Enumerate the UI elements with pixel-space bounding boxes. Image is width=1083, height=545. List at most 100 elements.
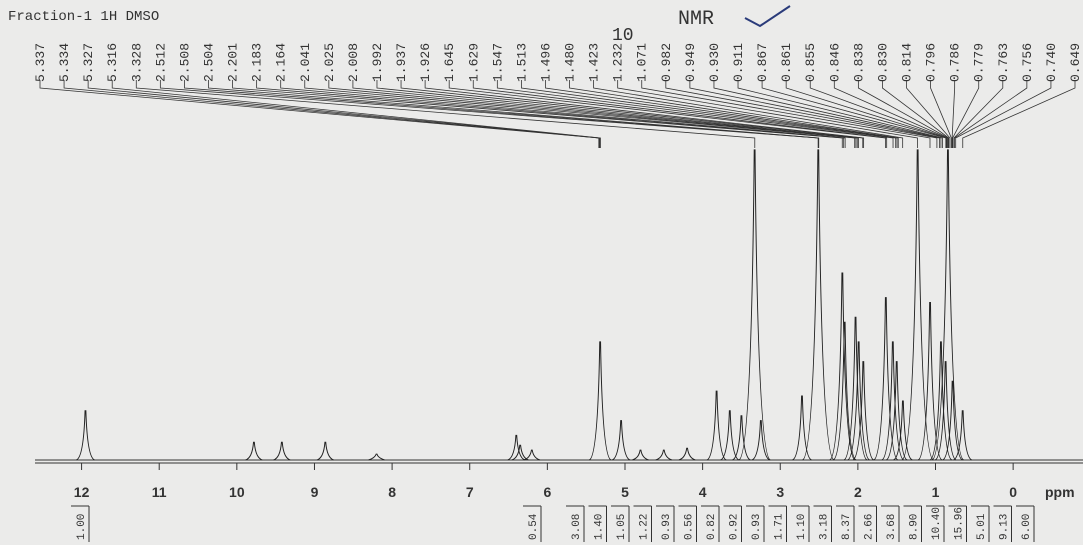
integral-label: 15.96 <box>954 507 966 540</box>
x-tick-label: 12 <box>74 484 90 500</box>
peak-label: 2.504 <box>201 43 216 82</box>
peak <box>75 410 95 461</box>
integral-label: 0.93 <box>661 514 673 540</box>
peak-leader <box>689 80 940 148</box>
peak-leader <box>593 80 904 148</box>
chart-title: Fraction-1 1H DMSO <box>8 9 159 25</box>
x-tick-label: 7 <box>466 484 474 500</box>
x-tick-label: 4 <box>699 484 707 500</box>
peak <box>873 297 899 461</box>
peak-label: 0.779 <box>972 43 987 82</box>
x-tick-label: 10 <box>229 484 245 500</box>
x-tick-label: 1 <box>932 484 940 500</box>
peak <box>901 149 934 461</box>
peak-leader <box>737 80 943 148</box>
peak <box>632 449 649 461</box>
integral-label: 0.54 <box>528 513 540 540</box>
integral-label: 2.66 <box>864 514 876 540</box>
peak <box>655 449 673 461</box>
integral-label: 8.90 <box>909 514 921 540</box>
peak-label: 3.328 <box>129 43 144 82</box>
peak <box>843 316 868 461</box>
peak-label: 0.838 <box>851 43 866 82</box>
integral-label: 0.82 <box>706 514 718 540</box>
x-tick-label: 6 <box>543 484 551 500</box>
peak-leader <box>352 80 858 148</box>
peak-label: 1.232 <box>611 43 626 82</box>
peak-label: 0.930 <box>707 43 722 82</box>
peak-leader <box>569 80 899 148</box>
peak-leader <box>953 80 1004 148</box>
peak-label: 1.645 <box>442 43 457 82</box>
peak-label: 2.201 <box>226 43 241 82</box>
peak-label: 0.830 <box>875 43 890 82</box>
peak-leader <box>952 80 980 148</box>
peak <box>732 415 751 461</box>
peak <box>751 420 771 461</box>
integral-label: 0.93 <box>751 514 763 540</box>
peak-leader <box>785 80 947 148</box>
peak-label: 1.480 <box>563 43 578 82</box>
peak-label: 0.649 <box>1068 43 1083 82</box>
integral-label: 8.37 <box>841 514 853 540</box>
peak-leader <box>713 80 942 148</box>
peak <box>852 361 875 461</box>
integral-label: 0.92 <box>729 514 741 540</box>
peak-label: 1.071 <box>635 43 650 82</box>
peak-leader <box>906 80 951 148</box>
peak-leader <box>280 80 846 148</box>
peak <box>832 321 857 461</box>
integral-label: 3.18 <box>819 514 831 540</box>
peak-leader <box>930 80 952 148</box>
x-tick-label: 8 <box>388 484 396 500</box>
peak-label: 2.041 <box>298 43 313 82</box>
peak <box>720 410 740 461</box>
peak-leader <box>424 80 865 148</box>
peak-leader <box>665 80 938 148</box>
peak-label: 0.786 <box>948 43 963 82</box>
peak <box>588 341 612 461</box>
peak <box>611 420 631 461</box>
peak-label: 1.937 <box>394 43 409 82</box>
peak <box>678 447 696 461</box>
peak-label: 0.949 <box>683 43 698 82</box>
peak-label: 0.763 <box>996 43 1011 82</box>
x-tick-label: 9 <box>311 484 319 500</box>
peak-label: 0.846 <box>827 43 842 82</box>
peak-label: 0.867 <box>755 43 770 82</box>
peak-leader <box>951 80 956 148</box>
peak <box>953 410 973 461</box>
integral-label: 3.08 <box>571 514 583 540</box>
peak-label: 1.513 <box>514 43 529 82</box>
peak-leader <box>472 80 888 148</box>
peak-label: 1.547 <box>490 43 505 82</box>
peak-leader <box>962 80 1076 148</box>
peak-label: 1.496 <box>538 43 553 82</box>
x-tick-label: 3 <box>776 484 784 500</box>
integral-label: 6.00 <box>1021 514 1033 540</box>
peak-leader <box>135 80 756 148</box>
peak <box>931 149 965 461</box>
x-axis-label: ppm <box>1045 484 1075 500</box>
peak-leader <box>882 80 950 148</box>
peak-label: 0.911 <box>731 43 746 82</box>
peak-label: 2.008 <box>346 43 361 82</box>
peak-label: 0.982 <box>659 43 674 82</box>
peak-label: 5.316 <box>105 43 120 82</box>
peak-label: 2.183 <box>250 43 265 82</box>
x-tick-label: 5 <box>621 484 629 500</box>
peak-label: 0.861 <box>779 43 794 82</box>
handwritten-note: NMR <box>678 8 714 31</box>
peak <box>507 434 526 461</box>
peak-leader <box>954 80 1028 148</box>
integral-label: 1.05 <box>616 514 628 540</box>
peak-label: 5.337 <box>33 43 48 82</box>
peak-leader <box>63 80 600 148</box>
peak-label: 1.926 <box>418 43 433 82</box>
peak-leader <box>761 80 947 148</box>
peak <box>847 341 870 461</box>
peak <box>368 453 385 461</box>
peak-label: 1.423 <box>587 43 602 82</box>
integral-label: 1.00 <box>76 514 88 540</box>
peak <box>706 390 727 461</box>
